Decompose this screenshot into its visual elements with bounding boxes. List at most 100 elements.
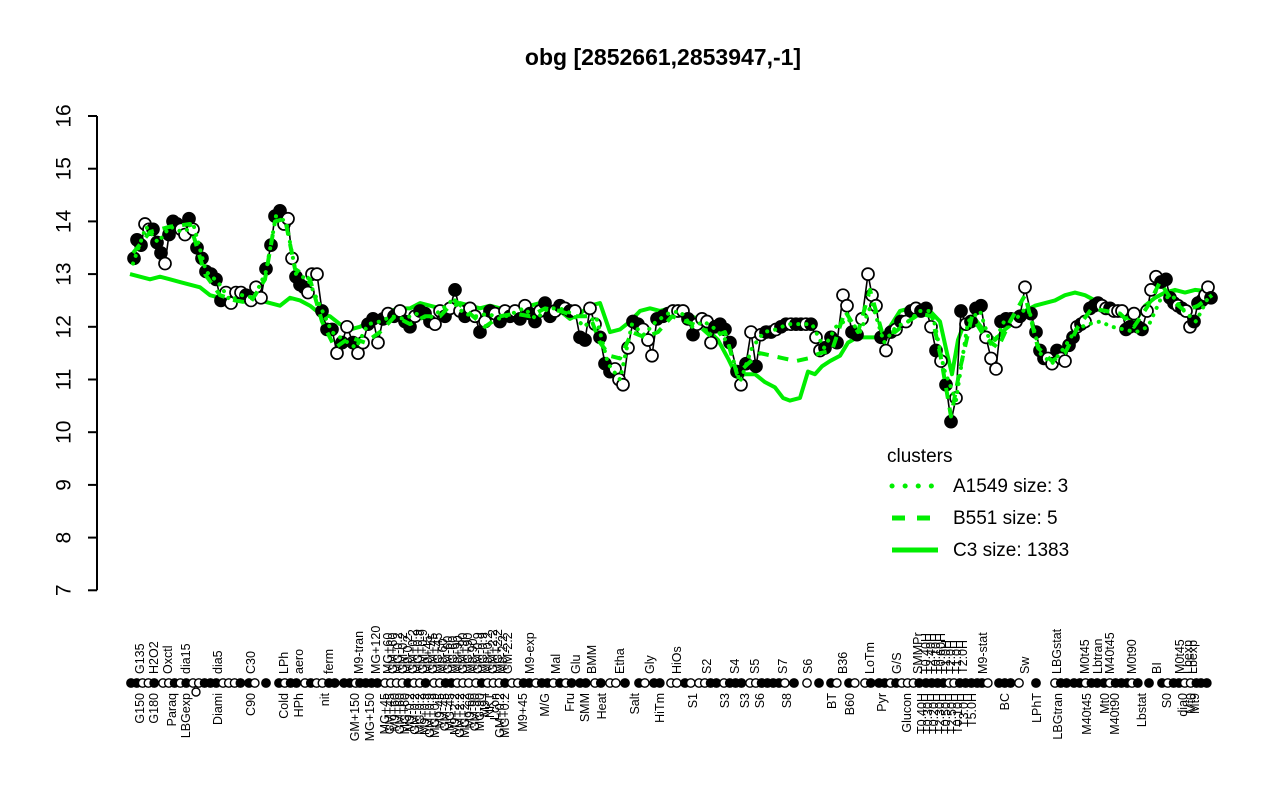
x-condition-label: T0.50H [939, 693, 953, 734]
x-condition-label: GM-45 [438, 693, 452, 731]
data-point [448, 283, 462, 297]
data-point [641, 333, 655, 347]
x-condition-label: MG+90 [461, 633, 475, 674]
x-condition-label: MG-0.2 [413, 693, 427, 735]
x-condition-label: LBGstat [1050, 628, 1064, 674]
y-tick-label: 11 [52, 369, 75, 391]
x-condition-label: T1.0H [939, 640, 953, 674]
x-condition-label: M9-0.2 [403, 693, 417, 732]
x-condition-label: GM-0.2 [408, 693, 422, 735]
x-condition-label: T5.0H [965, 693, 979, 727]
data-point [704, 335, 718, 350]
data-point [340, 319, 354, 334]
x-condition-label: T2.0H [956, 640, 970, 674]
condition-marker [291, 678, 302, 688]
x-condition-label: Gly [643, 655, 657, 675]
x-condition-label: GM+0.9 [423, 693, 437, 738]
x-condition-label: MG+0.9 [411, 629, 425, 674]
x-condition-label: MG+60 [398, 693, 412, 734]
x-condition-label: M9+2.2 [448, 693, 462, 735]
x-condition-label: T0.10H [951, 693, 965, 734]
x-condition-label: M9+0.2 [481, 632, 495, 674]
x-condition-label: Mal [549, 654, 563, 674]
x-condition-label: M9-90 [466, 639, 480, 674]
x-condition-label: M40t45 [1103, 632, 1117, 674]
x-condition-label: Heat [595, 692, 609, 719]
x-condition-label: MG-0.2 [391, 632, 405, 674]
x-condition-label: G135 [133, 643, 147, 674]
x-condition-label: GM+150 [348, 693, 362, 741]
x-condition-label: nit [318, 692, 332, 706]
x-condition-label: Sw [1018, 656, 1032, 674]
x-condition-label: Fru [563, 693, 577, 712]
legend-title: clusters [887, 446, 952, 467]
x-condition-label: GM+90 [456, 633, 470, 674]
condition-marker [1014, 678, 1024, 688]
x-condition-label: SMMPr [911, 632, 925, 674]
x-condition-label: G180 [147, 693, 161, 724]
x-labels-top: G135 H2O2 Oxctl dia15 dia5 C30 LPh aero ferm M9-t… [133, 626, 1200, 674]
x-condition-label: GM+45 [383, 693, 397, 734]
x-condition-label: M9-exp [523, 632, 537, 674]
x-condition-label: GM+2.2 [486, 629, 500, 674]
x-condition-label: Mt0 [1098, 693, 1112, 714]
condition-marker [420, 678, 431, 688]
x-condition-label: M0t45 [1173, 639, 1187, 674]
x-condition-label: MG+0.2 [498, 693, 512, 738]
condition-marker [654, 678, 665, 688]
x-condition-label: M9-2.2 [496, 635, 510, 674]
x-condition-label: MG+45 [431, 633, 445, 674]
x-condition-label: ferm [322, 649, 336, 674]
x-condition-label: HiTm [653, 693, 667, 723]
x-condition-label: M9+90 [451, 635, 465, 674]
x-condition-label: M0t90 [1125, 639, 1139, 674]
x-condition-label: MG-90 [473, 693, 487, 731]
x-condition-label: MG-0.9 [476, 632, 490, 674]
condition-marker [831, 678, 842, 688]
x-condition-label: GM+60 [393, 693, 407, 734]
x-condition-label: B60 [843, 693, 857, 715]
x-condition-label: MG+0.9 [428, 693, 442, 738]
x-condition-label: HPh [292, 693, 306, 717]
condition-marker [779, 678, 790, 688]
x-condition-label: GM-60 [441, 636, 455, 674]
cluster-solid-layer [129, 272, 1213, 403]
condition-marker [685, 678, 696, 688]
x-condition-label: GM+0.2 [493, 693, 507, 738]
x-condition-label: M9+60 [388, 693, 402, 732]
data-point [616, 377, 630, 392]
data-point [310, 267, 324, 281]
y-axis: 7 8 9 10 11 12 13 14 15 16 [52, 104, 98, 596]
y-tick-label: 16 [52, 104, 75, 127]
data-point [645, 348, 659, 363]
x-condition-label: Lbstat [1135, 692, 1149, 727]
x-condition-label: GM-0.2 [396, 632, 410, 674]
x-condition-label: Cold [277, 693, 291, 719]
x-condition-label: BC [998, 693, 1012, 710]
x-condition-label: LPh [277, 652, 291, 674]
condition-marker [566, 678, 577, 688]
x-condition-label: GM-90 [468, 693, 482, 731]
x-condition-label: MG+2.2 [458, 693, 472, 738]
x-condition-label: Mt0 [1184, 693, 1198, 714]
data-point [578, 333, 592, 347]
x-condition-label: T2.0H [944, 640, 958, 674]
x-condition-label: T0.30H [921, 693, 935, 734]
x-condition-label: aero [292, 649, 306, 674]
x-condition-label: GM+2.2 [453, 693, 467, 738]
x-condition-label: T0.60H [934, 633, 948, 674]
condition-marker [789, 678, 799, 688]
x-condition-label: dia0 [1176, 693, 1190, 717]
x-condition-label: S3 [738, 693, 752, 708]
data-point [1127, 306, 1141, 321]
x-condition-label: Diami [211, 693, 225, 725]
x-condition-label: M9-stat [976, 632, 990, 674]
x-condition-label: T2.40H [924, 633, 938, 674]
y-tick-label: 12 [52, 315, 75, 338]
x-condition-label: Mt9 [1188, 693, 1202, 714]
condition-marker [736, 678, 747, 688]
x-condition-label: S6 [753, 693, 767, 708]
x-condition-label: NKT [483, 693, 497, 718]
condition-marker [1144, 678, 1154, 688]
x-condition-label: M9-60 [436, 639, 450, 674]
